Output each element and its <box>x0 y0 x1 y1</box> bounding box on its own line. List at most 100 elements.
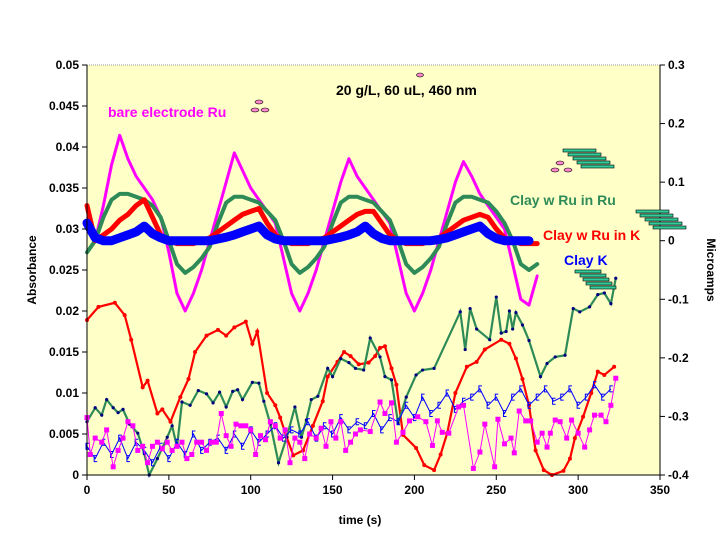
y-tick-label: 0.05 <box>56 58 80 72</box>
data-point <box>224 446 229 454</box>
data-point <box>194 439 200 445</box>
data-point <box>272 423 278 429</box>
data-point <box>508 435 514 441</box>
data-point <box>189 452 195 457</box>
data-point <box>297 439 303 445</box>
data-point <box>118 434 122 442</box>
data-point <box>309 397 313 402</box>
data-point <box>527 401 532 409</box>
data-point <box>169 447 175 453</box>
data-point <box>333 435 339 441</box>
data-point <box>514 311 518 315</box>
y-tick-label: 0.02 <box>56 304 80 318</box>
y-tick-label: 0.005 <box>49 427 79 441</box>
data-point <box>389 378 394 382</box>
data-point <box>353 366 358 370</box>
data-point <box>199 439 205 445</box>
data-point <box>382 411 388 416</box>
data-point <box>400 429 406 435</box>
label-clay-k: Clay K <box>564 252 608 268</box>
data-point <box>601 393 605 401</box>
data-point <box>429 442 435 448</box>
data-point <box>347 361 351 365</box>
data-point <box>572 436 577 441</box>
data-point <box>446 430 452 436</box>
data-point <box>211 401 215 405</box>
data-point <box>609 302 613 306</box>
data-point <box>534 439 540 445</box>
data-point <box>539 430 545 436</box>
data-point <box>547 430 553 436</box>
data-point <box>582 444 588 450</box>
data-point <box>470 393 474 401</box>
data-point <box>475 327 479 331</box>
x-axis-title: time (s) <box>339 513 382 527</box>
data-point <box>366 360 371 365</box>
data-point <box>129 337 134 342</box>
data-point <box>552 397 556 405</box>
data-point <box>121 407 125 411</box>
y-tick-label: 0.04 <box>56 140 80 154</box>
data-point <box>445 389 450 397</box>
data-point <box>486 401 491 409</box>
data-point <box>343 447 349 453</box>
data-point <box>104 427 110 433</box>
data-point <box>613 375 619 381</box>
data-point <box>520 323 525 327</box>
data-point <box>608 402 614 408</box>
data-point <box>378 345 383 350</box>
data-point <box>544 444 550 450</box>
data-point <box>561 468 566 473</box>
data-point <box>569 417 575 423</box>
data-point <box>423 419 429 425</box>
data-point <box>100 413 104 417</box>
data-point <box>126 455 130 463</box>
data-point <box>557 419 563 425</box>
chart-title: 20 g/L, 60 uL, 460 nm <box>336 82 477 98</box>
data-point <box>507 341 512 346</box>
y-tick-label: 0.03 <box>56 222 80 236</box>
data-point <box>145 378 150 383</box>
series-line-clay-k-absorbance <box>86 383 612 464</box>
data-point <box>120 435 126 441</box>
data-point <box>477 449 483 455</box>
data-point <box>99 439 105 445</box>
data-point <box>516 408 522 414</box>
data-point <box>255 329 260 334</box>
data-point <box>414 445 419 450</box>
data-point <box>339 356 343 361</box>
data-point <box>463 347 467 352</box>
data-point <box>513 356 518 361</box>
data-point <box>111 406 115 410</box>
y2-tick-label: 0.2 <box>668 117 685 131</box>
data-point <box>596 293 600 297</box>
data-point <box>453 405 458 413</box>
data-point <box>236 388 240 392</box>
data-point <box>167 455 171 463</box>
data-point <box>352 431 358 437</box>
data-point <box>262 399 266 403</box>
y2-tick-label: -0.4 <box>668 468 689 482</box>
data-point <box>407 418 413 424</box>
data-point <box>240 397 245 402</box>
data-point <box>507 309 511 313</box>
y-tick-label: 0.045 <box>49 99 79 113</box>
data-point <box>342 350 347 354</box>
data-point <box>184 456 190 462</box>
data-point <box>511 393 515 401</box>
x-tick-label: 100 <box>241 483 261 497</box>
data-point <box>414 373 418 377</box>
data-point <box>511 450 517 456</box>
data-point <box>267 419 273 425</box>
data-point <box>276 461 281 465</box>
y2-axis-title: Microamps <box>704 238 718 302</box>
data-point <box>552 417 558 423</box>
data-point <box>499 331 503 335</box>
data-point <box>150 459 155 467</box>
data-point <box>367 429 373 435</box>
data-point <box>519 385 523 393</box>
data-point <box>421 393 425 401</box>
data-point <box>347 426 351 434</box>
data-point <box>140 385 145 390</box>
data-point <box>356 362 361 367</box>
